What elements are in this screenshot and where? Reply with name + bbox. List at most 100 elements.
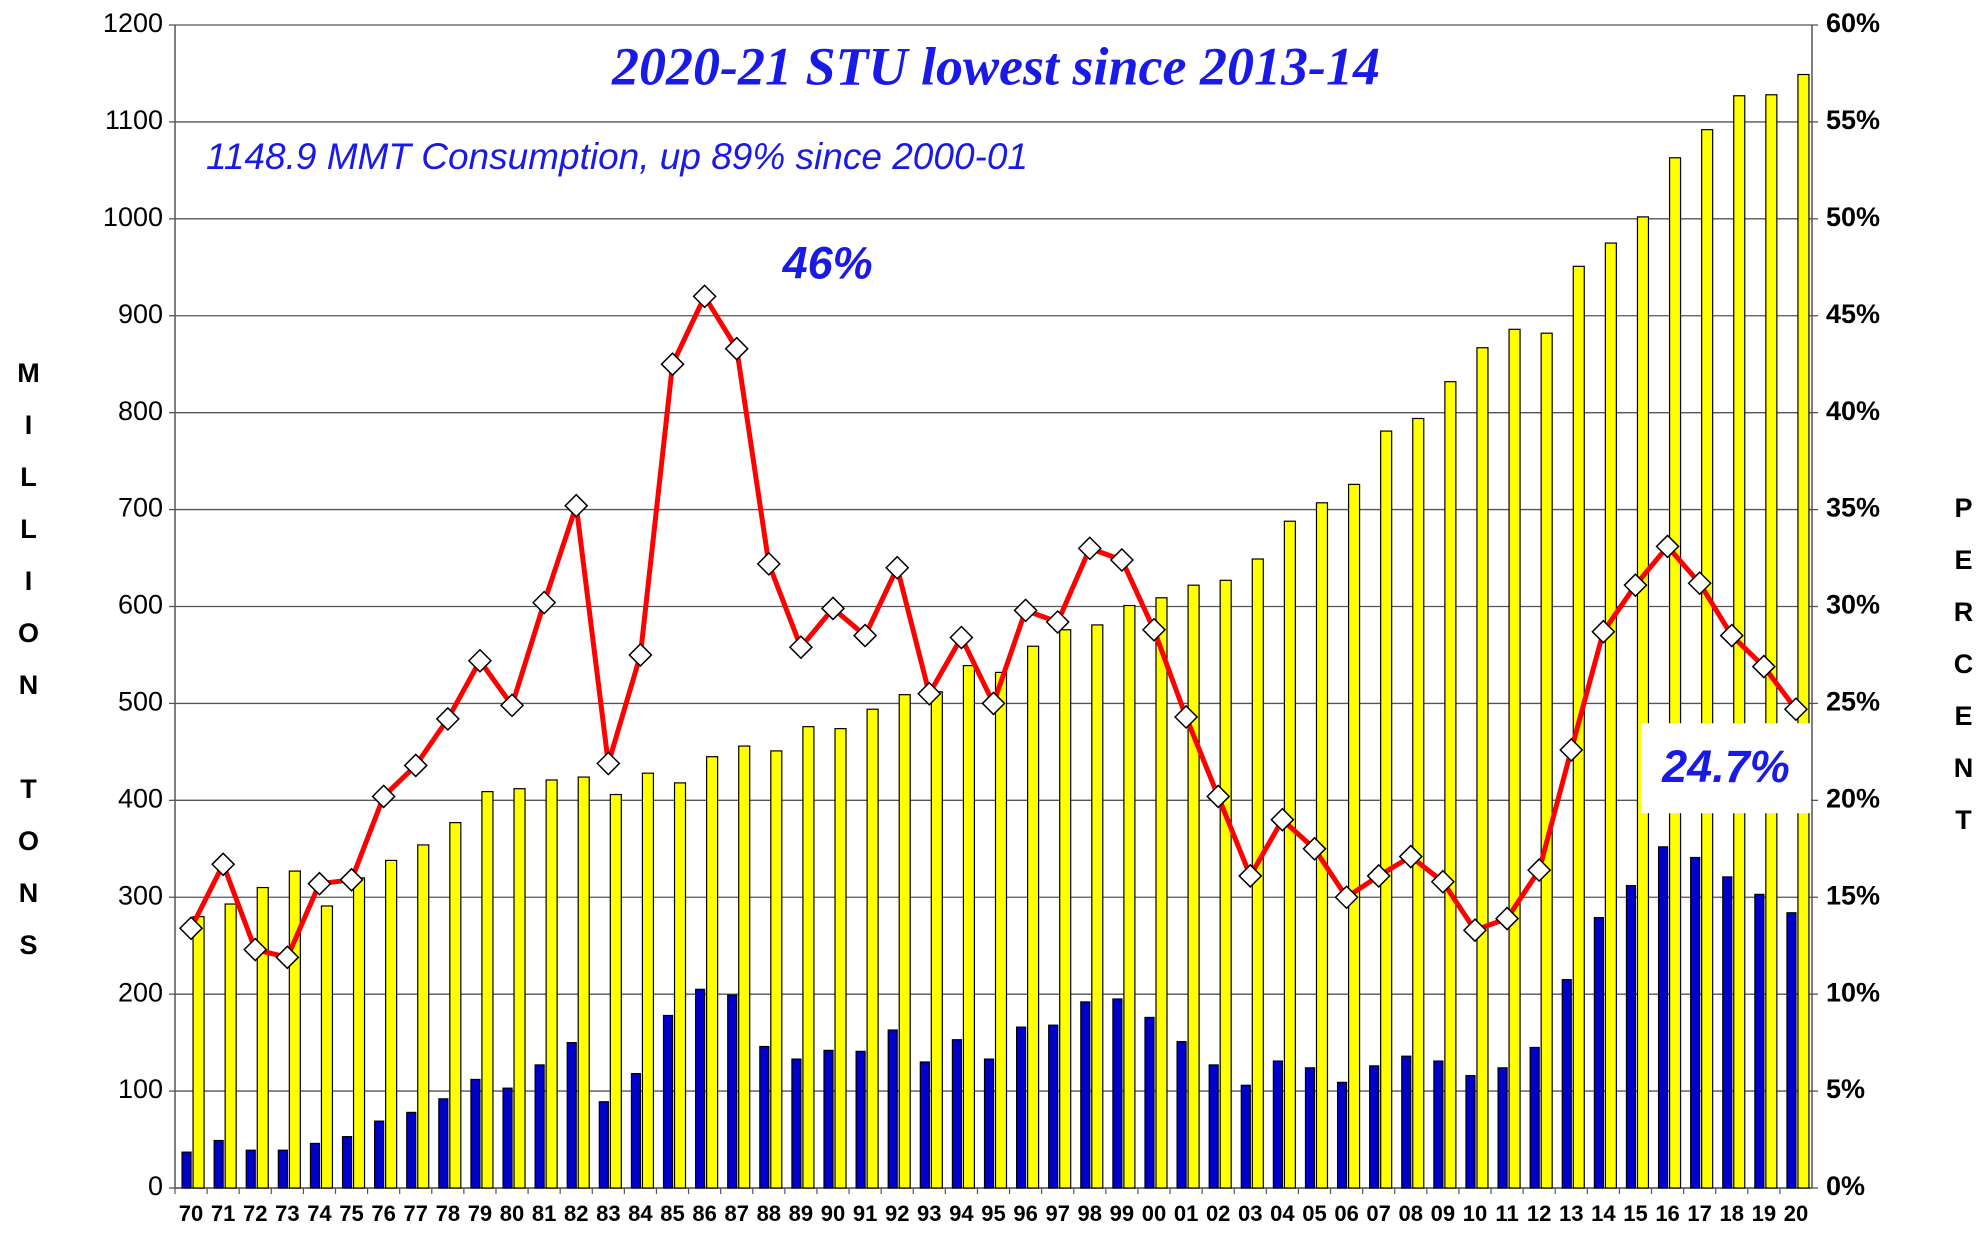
- marker: [853, 623, 878, 648]
- bar: [1144, 1016, 1155, 1189]
- x-tick-label: 06: [1334, 1201, 1358, 1226]
- marker: [660, 352, 685, 377]
- bar: [1015, 1026, 1027, 1189]
- marker: [1398, 844, 1423, 869]
- x-tick-label: 08: [1399, 1201, 1423, 1226]
- bar: [1604, 242, 1617, 1189]
- y-tick-label: 1200: [103, 8, 163, 38]
- bar: [1347, 483, 1361, 1189]
- x-tick-label: 94: [949, 1201, 974, 1226]
- bar: [609, 793, 622, 1189]
- marker: [1687, 571, 1712, 596]
- x-tick-label: 15: [1623, 1201, 1647, 1226]
- bar: [1380, 430, 1393, 1189]
- y2-tick-label: 50%: [1826, 202, 1880, 232]
- bar: [1059, 629, 1072, 1189]
- y2-axis-label: PERCENT: [1948, 493, 1979, 857]
- marker: [1462, 918, 1488, 943]
- bar: [930, 691, 943, 1189]
- x-tick-label: 88: [757, 1201, 781, 1226]
- bar: [898, 694, 911, 1189]
- x-tick-label: 72: [243, 1201, 267, 1226]
- marker: [820, 596, 846, 621]
- bar: [1091, 624, 1104, 1189]
- x-tick-label: 76: [371, 1201, 395, 1226]
- bar: [673, 782, 687, 1189]
- x-tick-label: 16: [1655, 1201, 1679, 1226]
- bar: [438, 1098, 449, 1189]
- marker: [949, 625, 974, 650]
- y2-tick-label: 45%: [1826, 299, 1880, 329]
- bar: [385, 859, 398, 1189]
- marker: [1045, 609, 1070, 635]
- x-tick-label: 77: [403, 1201, 427, 1226]
- x-tick-label: 98: [1078, 1201, 1102, 1226]
- bar: [277, 1149, 288, 1189]
- marker: [596, 751, 621, 776]
- bar: [662, 1014, 674, 1189]
- bar: [641, 772, 655, 1189]
- y-tick-label: 300: [118, 880, 163, 910]
- y-tick-label: 200: [118, 977, 163, 1007]
- bar: [919, 1061, 930, 1189]
- y2-tick-label: 55%: [1826, 105, 1880, 135]
- y-tick-label: 900: [118, 299, 163, 329]
- y2-tick-label: 60%: [1826, 8, 1880, 38]
- bar: [983, 1058, 995, 1189]
- marker: [1783, 697, 1809, 722]
- line: [188, 293, 1798, 960]
- marks: [178, 284, 1809, 970]
- x-tick-label: 78: [436, 1201, 460, 1226]
- x-tick-label: 03: [1238, 1201, 1262, 1226]
- y2-tick-label: 35%: [1826, 493, 1880, 523]
- y2-tick-label: 30%: [1826, 590, 1880, 620]
- bar: [706, 756, 719, 1189]
- bar: [1444, 381, 1457, 1189]
- bar: [759, 1045, 770, 1189]
- y-tick-label: 600: [118, 590, 163, 620]
- x-tick-label: 17: [1687, 1201, 1711, 1226]
- bar: [598, 1101, 609, 1189]
- marker: [788, 635, 813, 660]
- bar: [1701, 129, 1714, 1189]
- bar: [534, 1064, 545, 1189]
- bar: [1593, 917, 1604, 1189]
- bar: [341, 1136, 353, 1189]
- bar: [695, 988, 706, 1189]
- x-tick-label: 80: [500, 1201, 524, 1226]
- marker: [403, 753, 428, 778]
- bar: [406, 1111, 417, 1189]
- bar: [545, 779, 558, 1189]
- x-tick-label: 89: [789, 1201, 813, 1226]
- marker: [211, 852, 236, 877]
- x-tick-label: 07: [1366, 1201, 1390, 1226]
- marker: [1238, 863, 1263, 888]
- marker: [1559, 737, 1584, 762]
- x-tick-label: 91: [853, 1201, 877, 1226]
- data-label: 24.7%: [1661, 741, 1790, 792]
- bar: [1283, 520, 1296, 1189]
- marker: [1495, 906, 1520, 931]
- bar: [1625, 885, 1637, 1189]
- bar: [1786, 912, 1797, 1189]
- x-tick-label: 85: [660, 1201, 684, 1226]
- bar: [1690, 856, 1701, 1189]
- marker: [339, 867, 364, 892]
- marker: [1591, 619, 1616, 644]
- marker: [499, 693, 525, 718]
- y-axis-label: MILLION TONS: [13, 358, 44, 982]
- bar: [1529, 1046, 1540, 1189]
- marker: [1270, 807, 1295, 832]
- x-tick-label: 10: [1463, 1201, 1487, 1226]
- bar: [566, 1042, 577, 1189]
- y2-tick-label: 15%: [1826, 880, 1880, 910]
- x-tick-label: 71: [211, 1201, 235, 1226]
- bar: [1369, 1065, 1380, 1189]
- marker: [917, 681, 942, 706]
- bar: [994, 671, 1008, 1189]
- bar: [1636, 216, 1650, 1189]
- bar: [866, 708, 879, 1189]
- x-tick-label: 70: [179, 1201, 203, 1226]
- y-tick-label: 400: [118, 783, 163, 813]
- y2-tick-label: 10%: [1826, 977, 1880, 1007]
